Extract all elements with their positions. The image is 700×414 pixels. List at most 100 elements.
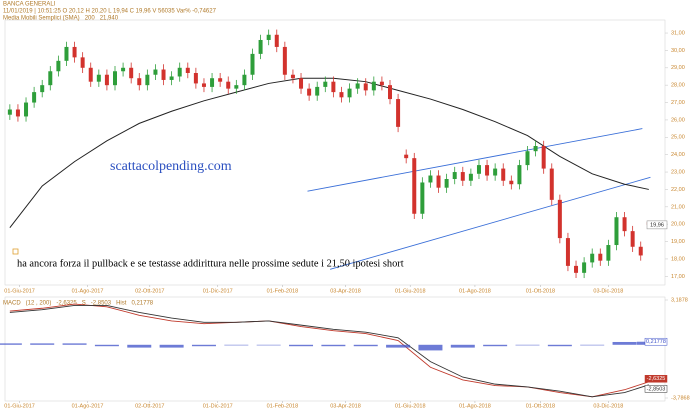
value-tag <box>644 375 668 383</box>
y-tick-label: 25,00 <box>671 135 685 141</box>
candle-body <box>7 109 12 115</box>
candle-body <box>509 180 514 185</box>
macd-line <box>9 305 649 398</box>
candle-body <box>274 34 279 47</box>
candle-body <box>590 253 595 263</box>
x-tick-label: 01-Dic-2017 <box>203 288 233 294</box>
signal-name: S <box>82 301 86 307</box>
x-tick-label: 01-Giu-2017 <box>4 288 35 294</box>
y-tick-label: 21,00 <box>671 204 685 210</box>
candle-body <box>323 81 328 87</box>
y-tick-label: 3,1878 <box>671 297 688 303</box>
x-tick-label: 01-Ott-2018 <box>526 403 555 409</box>
x-tick-label: 01-Giu-2018 <box>395 403 426 409</box>
candle-body <box>517 165 522 185</box>
chart-subtitle: 11/01/2019 | 10:51:25 O 20,12 H 20,20 L … <box>3 9 217 15</box>
y-tick-label: 29,00 <box>671 65 685 71</box>
candle-body <box>161 69 166 80</box>
trendline <box>307 128 643 192</box>
candle-body <box>630 231 635 247</box>
x-tick-label: 01-Feb-2018 <box>267 403 299 409</box>
macd-title: MACD <box>3 301 21 307</box>
candle-body <box>379 81 384 86</box>
candle-body <box>290 74 295 79</box>
candle-body <box>638 246 643 256</box>
candle-body <box>614 217 619 246</box>
candle-body <box>299 78 304 89</box>
macd-panel <box>4 296 666 402</box>
hist-bar <box>450 344 475 348</box>
x-tick-label: 03-Dic-2018 <box>593 403 623 409</box>
candle-body <box>96 74 101 82</box>
hist-value: 0,21778 <box>131 301 153 307</box>
candle-body <box>388 85 392 100</box>
candle-body <box>121 67 126 72</box>
candle-body <box>468 173 473 181</box>
y-tick-label: 26,00 <box>671 117 685 123</box>
hist-bar <box>159 344 184 348</box>
hist-bar <box>191 344 216 347</box>
value-tag-label: 0,21778 <box>646 339 666 345</box>
legend-label: Media Mobili Semplici (SMA) <box>3 16 80 22</box>
x-tick-label: 01-Ago-2017 <box>72 288 104 294</box>
price-panel <box>4 19 666 286</box>
candle-body <box>145 74 150 86</box>
candle-body <box>444 179 449 188</box>
candle-body <box>339 92 344 98</box>
candle-body <box>104 74 109 86</box>
annotation-marker <box>12 248 19 255</box>
candle-body <box>307 88 312 96</box>
candle-body <box>436 175 441 188</box>
candle-body <box>226 81 231 89</box>
candle-body <box>24 102 29 117</box>
x-tick-label: 03-Dic-2018 <box>593 288 623 294</box>
x-tick-label: 01-Feb-2018 <box>267 288 299 294</box>
value-tag-label: -2,8503 <box>647 386 666 392</box>
candle-body <box>355 83 360 89</box>
hist-bar <box>94 344 119 347</box>
hist-bar <box>256 344 281 346</box>
candle-body <box>282 46 287 75</box>
hist-name: Hist <box>116 301 127 307</box>
y-tick-label: -3,7868 <box>671 395 690 401</box>
macd-params: (12 , 200) <box>26 301 52 307</box>
x-tick-label: 01-Ago-2017 <box>72 403 104 409</box>
trendline <box>330 176 651 270</box>
candle-body <box>169 76 174 80</box>
candle-body <box>201 83 206 87</box>
candle-body <box>582 262 587 273</box>
candle-body <box>258 39 263 54</box>
candle-body <box>452 172 457 179</box>
candle-body <box>428 175 433 183</box>
hist-bar <box>483 344 508 347</box>
candle-body <box>622 217 627 232</box>
macd-value: -2,6325 <box>56 301 77 307</box>
candle-body <box>185 67 190 73</box>
candle-body <box>541 145 546 169</box>
candle-body <box>533 145 538 152</box>
x-tick-label: 01-Giu-2018 <box>395 288 426 294</box>
last-price-label: 19,96 <box>650 222 664 228</box>
x-tick-label: 01-Giu-2017 <box>4 403 35 409</box>
y-tick-label: 20,00 <box>671 222 685 228</box>
candle-body <box>606 245 611 261</box>
hist-bar <box>418 344 443 351</box>
candle-body <box>40 85 45 93</box>
candle-body <box>525 151 530 166</box>
candle-body <box>242 74 247 86</box>
value-tag <box>644 337 668 346</box>
x-tick-label: 01-Ott-2018 <box>526 288 555 294</box>
candle-body <box>493 168 498 176</box>
candle-body <box>153 69 158 75</box>
y-tick-label: 28,00 <box>671 83 685 89</box>
y-tick-label: 17,00 <box>671 274 685 280</box>
candle-body <box>80 57 85 68</box>
annotation: ha ancora forza il pullback e se testass… <box>17 258 404 269</box>
y-tick-label: 24,00 <box>671 152 685 158</box>
candle-body <box>331 81 336 93</box>
y-tick-label: 30,00 <box>671 48 685 54</box>
y-tick-label: 31,00 <box>671 30 685 36</box>
hist-bar <box>386 344 411 348</box>
